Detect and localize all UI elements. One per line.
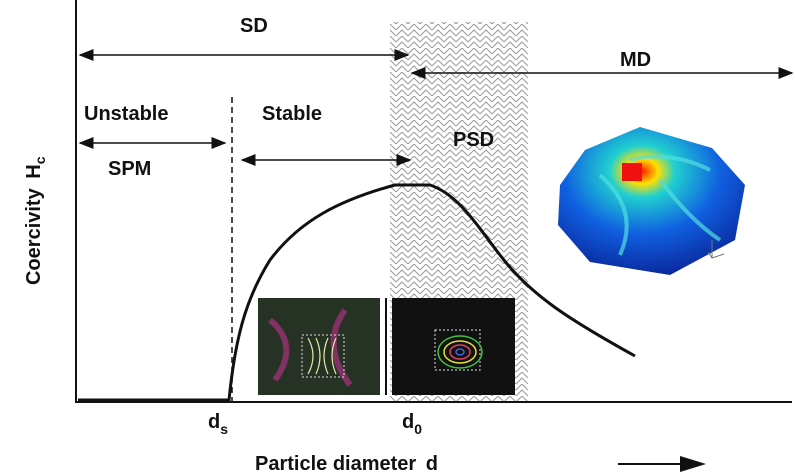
y-axis-label: Coercivity Hc <box>23 156 48 285</box>
polyhedron-inset <box>558 127 745 275</box>
text-part: d <box>426 453 438 475</box>
psd-label: PSD <box>453 129 494 151</box>
inset-vortex-1 <box>258 298 380 395</box>
spm-label: SPM <box>108 158 151 180</box>
text-part: d <box>402 411 414 433</box>
coercivity-curve <box>78 183 636 402</box>
unstable-label: Unstable <box>84 103 168 125</box>
inset-vortex-2 <box>392 298 515 395</box>
text-part: d <box>208 411 220 433</box>
text-part: Particle diameter <box>255 453 416 475</box>
text-part: s <box>220 421 228 437</box>
text-part: Coercivity <box>23 187 45 285</box>
sd-label: SD <box>240 15 268 37</box>
x-axis-label: Particle diameter d <box>255 453 438 475</box>
md-label: MD <box>620 49 651 71</box>
text-part: 0 <box>414 421 422 437</box>
ds-marker: ds <box>208 411 228 437</box>
d0-marker: d0 <box>402 411 422 437</box>
text-part: c <box>32 156 48 164</box>
stable-label: Stable <box>262 103 322 125</box>
text-part: H <box>23 164 45 178</box>
x-direction-arrowhead <box>680 456 706 472</box>
